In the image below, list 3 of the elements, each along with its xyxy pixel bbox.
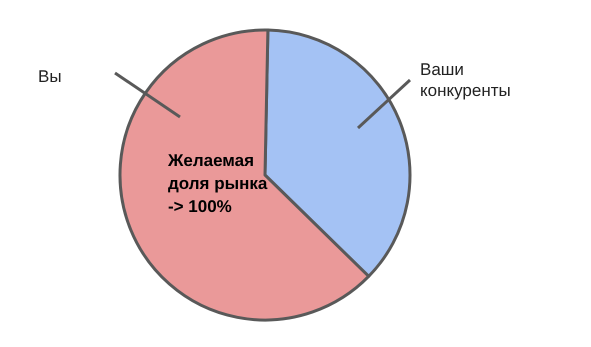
slice-label: Ваши конкуренты <box>420 60 511 100</box>
text: Желаемая доля рынка -> 100% <box>167 151 268 216</box>
slice-label: Вы <box>38 67 62 86</box>
